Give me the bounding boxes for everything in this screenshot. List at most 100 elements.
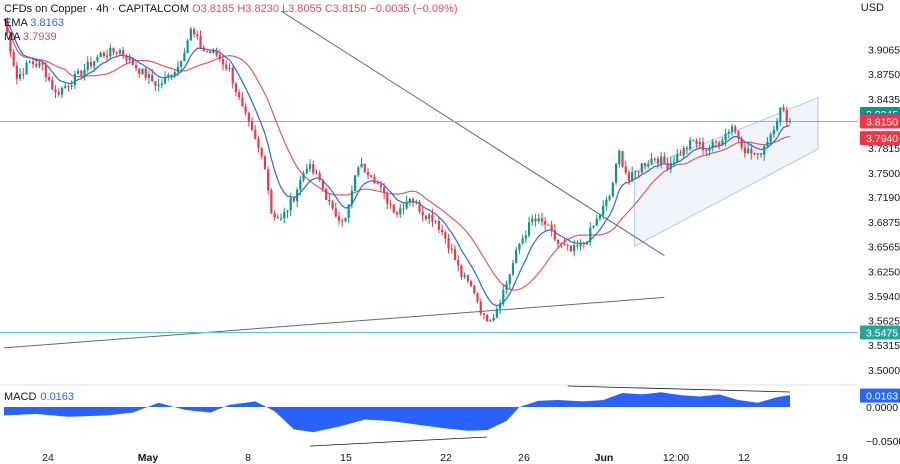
candle-body: [676, 154, 679, 162]
candle-body: [357, 167, 360, 176]
candles: [6, 17, 792, 323]
candle-body: [766, 141, 769, 147]
candle-body: [508, 274, 511, 284]
trendlines: [3, 10, 665, 349]
candle-body: [782, 107, 785, 111]
candle-body: [312, 164, 315, 174]
candle-body: [122, 50, 125, 56]
candle-body: [489, 320, 492, 322]
candle-body: [296, 189, 299, 202]
candle-body: [64, 86, 67, 89]
candle-body: [637, 171, 640, 173]
candle-body: [234, 83, 238, 93]
macd-divergence-line: [310, 436, 488, 447]
candle-body: [460, 265, 463, 277]
candle-body: [656, 158, 660, 164]
candle-body: [6, 19, 9, 34]
candle-body: [788, 121, 792, 123]
candle-body: [383, 187, 386, 194]
candle-body: [682, 147, 685, 156]
price-tick: 3.8435: [868, 94, 900, 106]
candle-body: [308, 164, 312, 169]
candle-body: [486, 315, 489, 322]
candle-body: [469, 281, 473, 286]
candle-body: [647, 163, 650, 167]
candle-body: [743, 147, 747, 154]
candle-body: [476, 293, 479, 302]
candle-body: [31, 61, 35, 65]
time-tick: 22: [440, 452, 452, 464]
candle-body: [721, 140, 724, 146]
candle-body: [302, 173, 305, 180]
candle-body: [225, 64, 228, 69]
candle-body: [389, 203, 392, 205]
candle-body: [479, 301, 482, 314]
candle-body: [779, 107, 782, 122]
price-tick: 3.5000: [868, 365, 900, 377]
time-tick: 8: [245, 452, 251, 464]
time-tick: 12: [738, 452, 750, 464]
trendline-1: [280, 10, 665, 257]
ohlc-close: C3.8150: [324, 3, 367, 15]
candle-body: [360, 163, 363, 168]
macd-value: 0.0163: [40, 391, 75, 403]
time-tick: 12:00: [663, 452, 689, 464]
candle-body: [505, 283, 508, 291]
candle-body: [730, 126, 734, 132]
candle-body: [627, 172, 631, 181]
ma-value: 3.7939: [22, 31, 57, 43]
macd-tick: 0.0163: [866, 391, 898, 403]
candle-body: [363, 163, 366, 172]
candle-body: [663, 156, 666, 163]
candle-body: [115, 52, 118, 54]
candle-body: [170, 74, 173, 77]
candle-body: [176, 66, 180, 73]
candle-body: [679, 154, 682, 156]
candle-body: [331, 201, 334, 209]
candle-body: [556, 239, 560, 244]
candle-body: [424, 215, 428, 219]
candle-body: [408, 198, 411, 202]
macd-tick: −0.0500: [866, 436, 900, 448]
candle-body: [602, 205, 605, 216]
candle-body: [86, 61, 89, 70]
candle-body: [141, 68, 144, 75]
candle-body: [405, 201, 408, 209]
candle-body: [57, 92, 60, 95]
candle-body: [51, 80, 54, 90]
candle-body: [421, 211, 424, 216]
ema-line: [3, 18, 791, 307]
candle-body: [19, 74, 22, 79]
candle-body: [747, 148, 750, 154]
macd-label-box: [860, 388, 900, 403]
price-label: 3.5475: [866, 328, 898, 340]
trendline-2: [3, 296, 665, 349]
candle-body: [689, 140, 692, 149]
time-tick: May: [138, 452, 159, 464]
candle-body: [440, 229, 444, 233]
candle-body: [428, 214, 431, 219]
candle-body: [534, 218, 537, 222]
candle-body: [531, 218, 534, 223]
candle-body: [431, 214, 434, 223]
candle-body: [608, 196, 611, 200]
candle-body: [112, 47, 115, 53]
candle-body: [154, 81, 157, 86]
candle-body: [585, 241, 589, 245]
candle-body: [151, 74, 154, 82]
candle-body: [640, 163, 643, 173]
candle-body: [267, 169, 270, 191]
candle-body: [344, 218, 347, 222]
candle-body: [9, 33, 12, 53]
candle-body: [54, 89, 57, 93]
candle-body: [138, 68, 141, 75]
candle-body: [15, 65, 18, 79]
candle-body: [89, 61, 93, 67]
candle-body: [759, 153, 763, 155]
candle-body: [527, 222, 531, 236]
candle-body: [202, 47, 205, 52]
candle-body: [589, 227, 592, 242]
candle-body: [569, 245, 573, 252]
candle-body: [41, 62, 44, 65]
